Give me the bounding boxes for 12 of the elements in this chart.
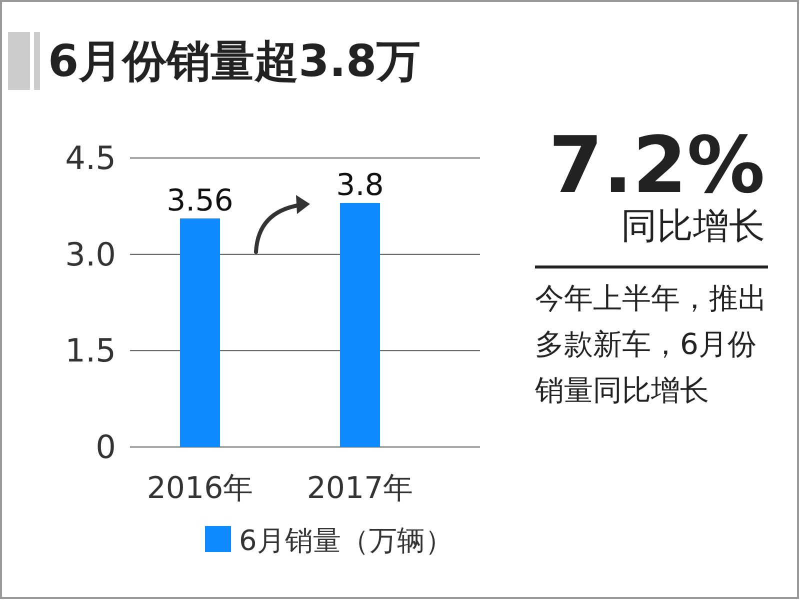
x-tick-label: 2017年: [306, 471, 414, 506]
data-label: 3.8: [336, 168, 384, 203]
text: 同比增长: [621, 206, 765, 247]
y-tick-label: 0: [96, 428, 116, 466]
legend-label: 6月销量（万辆）: [239, 524, 453, 557]
y-tick-label: 3.0: [65, 235, 116, 274]
x-tick-label: 2016年: [146, 471, 254, 506]
y-tick-label: 4.5: [65, 139, 116, 177]
data-label: 3.56: [166, 183, 234, 218]
text: 今年上半年，推出多款新车，6月份销量同比增长: [535, 280, 768, 409]
chart-title: 6月份销量超3.8万: [48, 36, 421, 87]
y-tick-label: 1.5: [65, 332, 116, 370]
